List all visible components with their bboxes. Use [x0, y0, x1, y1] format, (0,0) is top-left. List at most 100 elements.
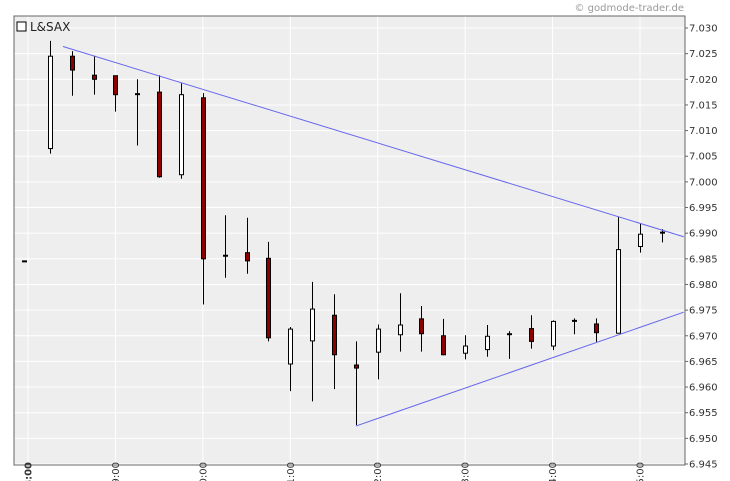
candle — [354, 341, 359, 426]
candle — [376, 324, 381, 380]
trendline-resistance — [62, 45, 684, 238]
candle-body-up — [288, 328, 293, 365]
candle-body-down — [92, 74, 97, 80]
candle — [310, 281, 315, 402]
candle-body-down — [70, 55, 75, 71]
candle — [288, 327, 293, 392]
y-axis: 7.030 7.025 7.020 7.015 7.010 7.005 7.000 6.995… — [685, 24, 718, 471]
candle-body-down — [332, 314, 337, 356]
candle-body-up — [463, 345, 468, 354]
candle-body-up — [179, 94, 184, 176]
candle — [92, 55, 97, 95]
candle — [485, 324, 490, 357]
candle-body-up — [135, 93, 140, 96]
x-tick-label: 08:00 — [24, 462, 35, 481]
candle-body-down — [201, 97, 206, 260]
candle — [660, 229, 665, 243]
candle — [441, 318, 446, 356]
credit-text: © godmode-trader.de — [575, 3, 685, 14]
candle-body-down — [594, 323, 599, 334]
y-tick-label: 6.960 — [689, 383, 718, 394]
candle-body-down — [441, 335, 446, 356]
candle — [266, 241, 271, 342]
candle — [332, 294, 337, 390]
legend: L&SAX — [16, 20, 70, 34]
candle — [529, 315, 534, 349]
y-tick-label: 7.025 — [689, 49, 718, 60]
candle — [419, 306, 424, 352]
y-tick-label: 6.945 — [689, 460, 718, 471]
candle — [245, 217, 250, 274]
trendline-support — [355, 311, 684, 427]
candle-body-down — [529, 328, 534, 342]
y-tick-label: 7.000 — [689, 177, 718, 188]
candle-body-up — [485, 335, 490, 351]
y-tick-label: 6.995 — [689, 203, 718, 214]
candle-body-up — [616, 249, 621, 334]
y-tick-label: 6.970 — [689, 331, 718, 342]
candle — [201, 93, 206, 305]
y-tick-label: 6.950 — [689, 434, 718, 445]
candle-body-down — [157, 91, 162, 178]
y-tick-label: 6.975 — [689, 306, 718, 317]
y-tick-label: 6.965 — [689, 357, 718, 368]
candle-body-up — [551, 320, 556, 347]
candle — [179, 83, 184, 179]
candle — [157, 75, 162, 178]
y-tick-label: 6.985 — [689, 254, 718, 265]
candle — [22, 260, 27, 263]
candle — [398, 293, 403, 352]
candle — [463, 335, 468, 360]
candle-body-down — [572, 319, 577, 322]
candle — [594, 318, 599, 342]
candle-body-down — [419, 318, 424, 335]
x-axis: 08:00 09:00 10:00 11:00 12:00 13:00 14:00 15:00 — [24, 462, 647, 481]
plot-area — [14, 16, 685, 465]
candle-body-up — [376, 328, 381, 353]
candle-body-up — [48, 55, 53, 150]
y-tick-label: 7.015 — [689, 100, 718, 111]
trendlines — [62, 45, 684, 427]
y-tick-label: 6.980 — [689, 280, 718, 291]
x-tick-label: 12:00 — [373, 462, 384, 481]
legend-swatch — [16, 21, 27, 32]
candle — [223, 215, 228, 278]
candle-body-up — [22, 260, 27, 263]
candle-body-up — [310, 308, 315, 342]
candle — [507, 331, 512, 359]
y-tick-label: 7.030 — [689, 24, 718, 35]
x-tick-label: 10:00 — [198, 462, 209, 481]
y-tick-label: 6.955 — [689, 408, 718, 419]
candle — [135, 79, 140, 146]
candle-body-down — [266, 257, 271, 339]
candle-body-up — [507, 333, 512, 336]
plot-frame — [13, 15, 686, 466]
x-tick-label: 15:00 — [636, 462, 647, 481]
candle — [48, 40, 53, 154]
candle-body-up — [660, 231, 665, 234]
y-tick-label: 7.020 — [689, 75, 718, 86]
candle — [616, 216, 621, 334]
candle-body-up — [638, 233, 643, 248]
x-tick-label: 14:00 — [548, 462, 559, 481]
x-tick-label: 11:00 — [286, 462, 297, 481]
candle-body-down — [245, 252, 250, 262]
candles — [22, 40, 665, 426]
candle-body-down — [354, 364, 359, 369]
grid — [14, 16, 685, 465]
y-tick-label: 7.005 — [689, 152, 718, 163]
candle — [113, 75, 118, 112]
candle-body-up — [223, 254, 228, 257]
candle — [572, 318, 577, 335]
x-tick-label: 13:00 — [461, 462, 472, 481]
y-tick-label: 6.990 — [689, 229, 718, 240]
candle-body-up — [398, 324, 403, 336]
candle — [70, 51, 75, 96]
chart-title: L&SAX — [30, 20, 70, 34]
candle — [638, 223, 643, 253]
x-tick-label: 09:00 — [111, 462, 122, 481]
candle-body-down — [113, 75, 118, 96]
candle — [551, 320, 556, 351]
y-tick-label: 7.010 — [689, 126, 718, 137]
